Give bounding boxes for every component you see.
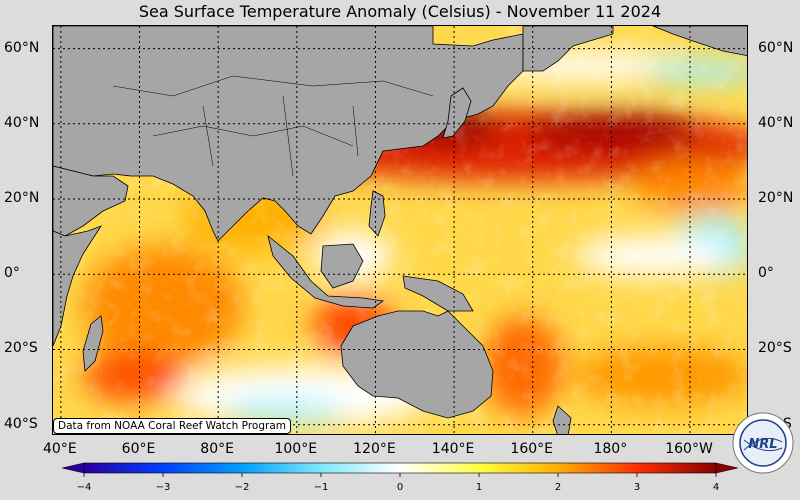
- borders: [112, 75, 434, 177]
- lat-label: 40°N: [4, 114, 40, 131]
- colorbar-tick-label: 0: [396, 482, 404, 493]
- colorbar-min-arrow: [61, 462, 85, 474]
- colorbar-max-arrow: [715, 462, 739, 474]
- madagascar-land: [82, 315, 104, 372]
- lat-label: 20°S: [758, 340, 792, 357]
- africa-land: [53, 225, 102, 347]
- colorbar: −4 −3 −2 −1 0 1 2 3 4: [61, 462, 739, 498]
- lat-label: 40°S: [4, 415, 38, 432]
- lat-label: 20°N: [758, 190, 794, 207]
- japan-land: [442, 87, 472, 139]
- colorbar-tick-label: −3: [155, 482, 171, 493]
- lat-label: 20°S: [4, 340, 38, 357]
- logo-text: NRL: [748, 437, 777, 452]
- land: [53, 26, 747, 434]
- map-title: Sea Surface Temperature Anomaly (Celsius…: [138, 2, 662, 21]
- philippines-land: [368, 190, 386, 237]
- colorbar-tick-label: 3: [633, 482, 641, 493]
- borneo-land: [320, 243, 364, 289]
- colorbar-tick-label: −2: [234, 482, 250, 493]
- new-guinea-land: [402, 275, 474, 312]
- graticule: [53, 26, 747, 434]
- lat-label: 40°N: [758, 114, 794, 131]
- lat-label: 20°N: [4, 190, 40, 207]
- lon-label: 160°W: [665, 441, 713, 457]
- lat-label: 60°N: [758, 39, 794, 56]
- colorbar-tick-label: −1: [313, 482, 329, 493]
- lon-label: 180°: [593, 441, 628, 457]
- colorbar-bar: [83, 462, 717, 474]
- colorbar-tick-label: 1: [475, 482, 483, 493]
- lon-label: 40°E: [43, 441, 77, 457]
- new-zealand-land: [552, 405, 572, 434]
- australia-land: [340, 310, 494, 419]
- lon-label: 80°E: [200, 441, 234, 457]
- lon-label: 140°E: [431, 441, 475, 457]
- lon-label: 60°E: [121, 441, 156, 457]
- lat-label: 0°: [4, 265, 20, 282]
- sst-anomaly-map: [52, 25, 748, 435]
- colorbar-svg: [61, 462, 739, 477]
- map-svg: [53, 26, 747, 434]
- lon-label: 100°E: [274, 441, 318, 457]
- colorbar-tick-label: 4: [712, 482, 720, 493]
- lon-label: 160°E: [510, 441, 553, 457]
- colorbar-tick-label: 2: [554, 482, 562, 493]
- lat-label: 60°N: [4, 39, 40, 56]
- nrl-logo: NRL: [732, 412, 794, 474]
- data-credit: Data from NOAA Coral Reef Watch Program: [53, 418, 291, 434]
- colorbar-tick-label: −4: [76, 482, 92, 493]
- lat-label: 0°: [758, 265, 774, 282]
- lon-label: 120°E: [353, 441, 396, 457]
